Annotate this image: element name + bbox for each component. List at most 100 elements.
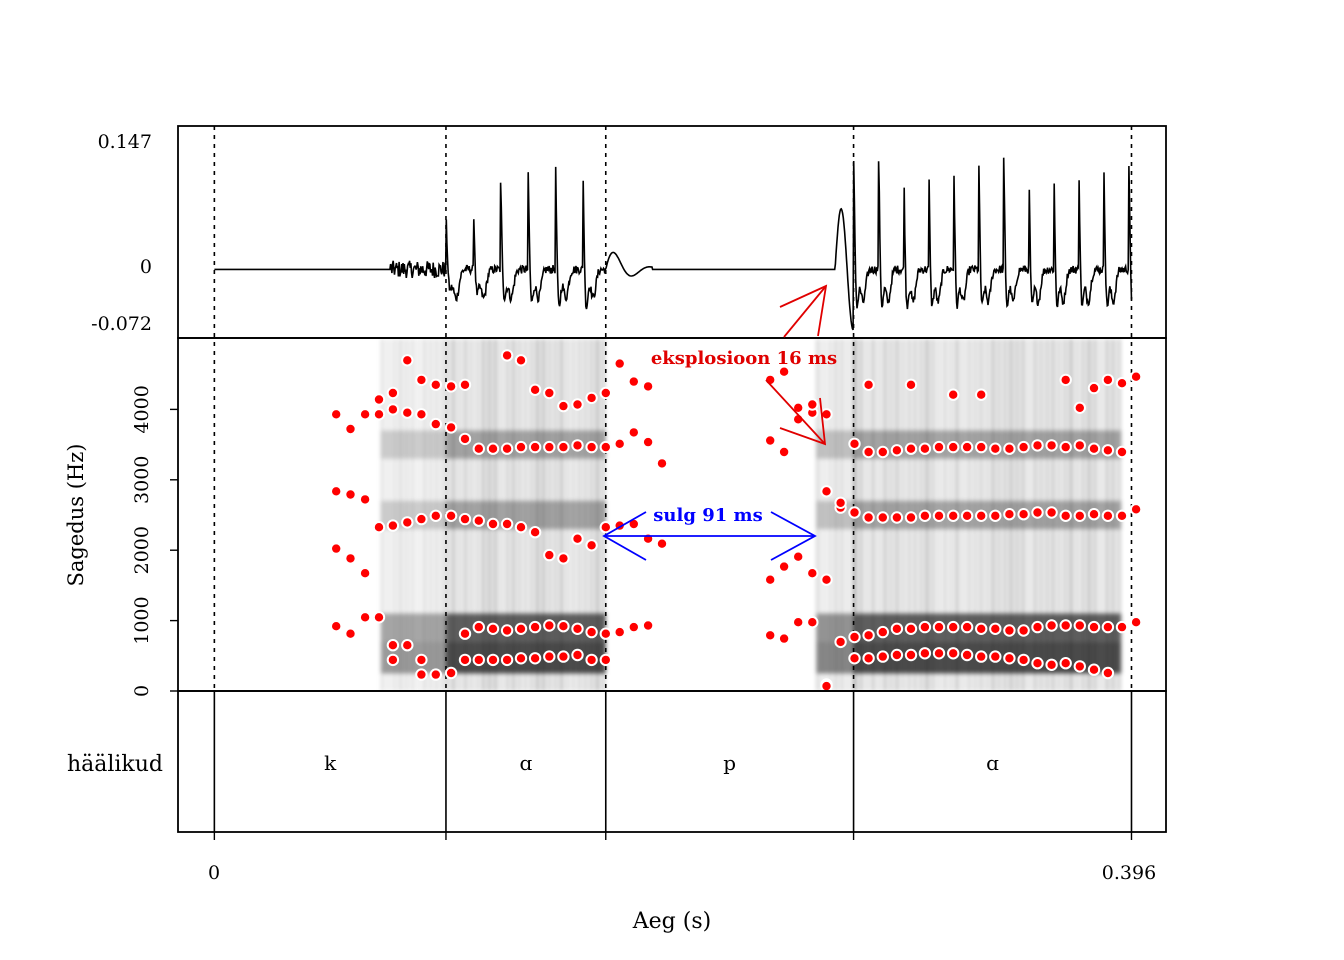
wave-ytick-label: 0 xyxy=(140,256,152,278)
formant-point-f3 xyxy=(820,485,833,498)
formant-point-f1 xyxy=(372,611,386,624)
waveform-y-ticks: 0.147 0 -0.072 xyxy=(91,131,152,335)
formant-point-f1 xyxy=(764,629,777,642)
formant-point-f4 xyxy=(641,380,655,393)
formant-point-f1 xyxy=(585,625,598,639)
formant-point-f3 xyxy=(947,440,960,454)
formant-point-f4 xyxy=(975,388,988,401)
formant-point-f1 xyxy=(641,619,655,632)
formant-point-f3 xyxy=(528,440,542,454)
formant-point-f4 xyxy=(528,383,542,396)
x-tick-label: 0.396 xyxy=(1102,862,1156,884)
formant-point-f4 xyxy=(947,388,960,401)
formant-point-f1 xyxy=(1003,624,1016,637)
explosion-annotation xyxy=(765,284,828,446)
segment-label: ɑ xyxy=(519,751,532,775)
formant-point-f1 xyxy=(1115,620,1129,634)
formant-point-f1 xyxy=(932,620,946,634)
formant-point-f2 xyxy=(500,517,514,531)
formant-point-f1 xyxy=(918,620,932,634)
formant-point-f0 xyxy=(820,679,833,693)
formant-point-f2 xyxy=(585,539,598,552)
formant-point-f4 xyxy=(585,391,598,405)
formant-point-f4 xyxy=(792,401,805,414)
spectrogram-y-ticks: 0 1000 2000 3000 4000 xyxy=(131,385,178,697)
formant-point-f3 xyxy=(777,445,791,459)
formant-point-f2 xyxy=(330,542,343,555)
formant-point-f3 xyxy=(415,408,428,421)
formant-point-f4 xyxy=(415,373,428,387)
formant-point-f3 xyxy=(458,432,472,446)
formant-point-f3 xyxy=(472,442,485,455)
formant-point-f2 xyxy=(1129,503,1143,516)
formant-point-f0 xyxy=(904,648,918,662)
formant-point-f1 xyxy=(1087,620,1101,634)
formant-point-f2 xyxy=(1045,506,1058,519)
formant-point-f3 xyxy=(655,457,669,470)
formant-point-f3 xyxy=(585,440,598,454)
formant-point-f2 xyxy=(557,552,570,565)
segmentation-panel-frame xyxy=(177,690,1167,833)
formant-point-f4 xyxy=(344,422,357,436)
formant-point-f1 xyxy=(571,622,584,635)
formant-point-f1 xyxy=(627,620,640,634)
formant-point-f2 xyxy=(1073,509,1087,522)
x-axis-label: Aeg (s) xyxy=(632,909,711,934)
formant-point-f0 xyxy=(557,650,570,663)
segment-lines xyxy=(213,691,1133,840)
formant-point-f1 xyxy=(792,616,805,629)
formant-point-f4 xyxy=(1115,377,1129,390)
formant-point-f3 xyxy=(1101,444,1115,457)
formant-point-f0 xyxy=(1073,660,1087,673)
formant-point-f1 xyxy=(557,620,570,633)
segment-label: k xyxy=(324,751,337,775)
formant-point-f1 xyxy=(386,639,400,652)
formant-point-f1 xyxy=(947,620,960,634)
formant-point-f1 xyxy=(1073,619,1087,632)
formant-point-f3 xyxy=(613,437,626,450)
formant-point-f2 xyxy=(890,511,904,524)
formant-point-f2 xyxy=(876,511,889,524)
formant-point-f1 xyxy=(415,653,428,667)
formant-point-f0 xyxy=(514,652,528,665)
formant-point-f4 xyxy=(330,408,343,421)
closure-label: sulg 91 ms xyxy=(653,505,762,526)
formant-point-f1 xyxy=(1129,616,1143,629)
formant-point-f1 xyxy=(1017,624,1030,637)
formant-point-f0 xyxy=(876,650,889,663)
formant-point-f1 xyxy=(458,627,472,640)
formant-point-f4 xyxy=(1059,373,1072,387)
formant-point-f4 xyxy=(543,386,556,400)
formant-point-f1 xyxy=(472,620,485,634)
formant-point-f4 xyxy=(613,357,626,370)
formant-point-f1 xyxy=(401,639,414,652)
formant-point-f0 xyxy=(458,653,472,667)
formant-point-f3 xyxy=(486,442,500,455)
formant-point-f4 xyxy=(1101,373,1115,387)
formant-point-f2 xyxy=(472,514,485,527)
formant-point-f0 xyxy=(947,647,960,660)
formant-point-f1 xyxy=(358,611,372,624)
closure-arrowhead-right xyxy=(770,511,817,561)
wave-ytick-label: 0.147 xyxy=(98,131,152,153)
formant-point-f2 xyxy=(1087,508,1101,521)
formant-point-f1 xyxy=(848,630,861,644)
formant-point-f4 xyxy=(904,378,918,391)
formant-point-f2 xyxy=(792,550,805,563)
segment-label: p xyxy=(723,751,736,775)
formant-point-f4 xyxy=(806,398,819,411)
formant-point-f3 xyxy=(543,440,556,454)
formant-point-f0 xyxy=(571,648,584,662)
formant-point-f0 xyxy=(975,650,988,663)
formant-point-f4 xyxy=(444,380,458,393)
explosion-arrowhead-lower xyxy=(779,397,827,446)
formant-point-f2 xyxy=(641,532,655,545)
formant-point-f2 xyxy=(401,516,414,529)
formant-point-f4 xyxy=(401,354,414,367)
explosion-arrowhead-upper xyxy=(779,284,828,337)
formant-point-f3 xyxy=(514,440,528,454)
tier-label: häälikud xyxy=(67,752,163,777)
formant-point-f2 xyxy=(1059,509,1072,522)
formant-point-f4 xyxy=(557,399,570,413)
